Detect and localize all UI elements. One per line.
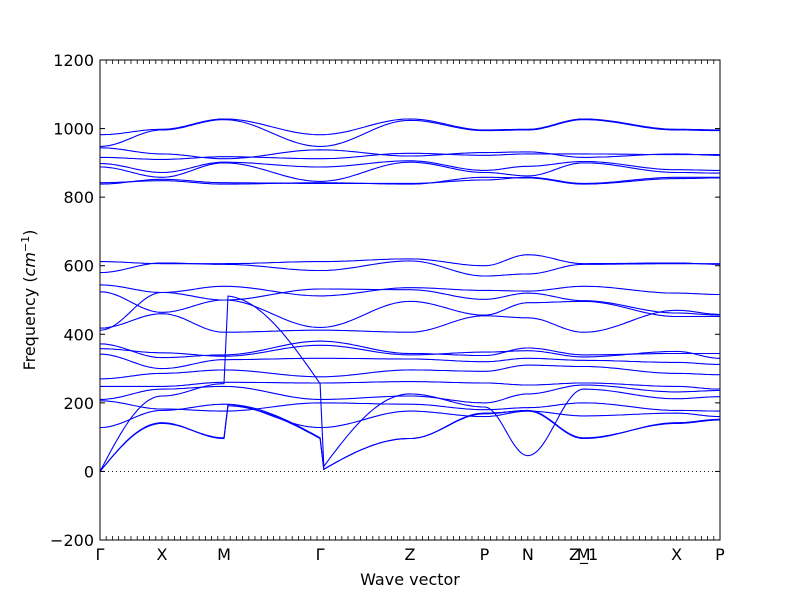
band-line [99, 295, 720, 472]
band-line [99, 288, 720, 316]
plot-frame [99, 59, 721, 541]
y-tick-label: 600 [63, 257, 94, 276]
band-line [99, 291, 720, 331]
y-ticks: −200 0 200 400 600 800 1000 1200 [50, 51, 720, 550]
y-axis-label-open: ( [20, 276, 39, 287]
x-tick-label: X [671, 545, 682, 564]
band-line [100, 381, 720, 390]
band-line [100, 118, 720, 136]
band-line [100, 403, 720, 429]
y-tick-label: 1000 [53, 120, 94, 139]
band-line [99, 119, 720, 147]
x-tick-label: Z_1 [569, 545, 598, 565]
y-tick-label: 800 [63, 188, 94, 207]
y-axis-label-unit: cm [20, 252, 39, 276]
y-tick-label: 0 [84, 462, 94, 481]
x-tick-label: N [522, 545, 534, 564]
band-line [100, 353, 721, 370]
x-axis-label: Wave vector [360, 570, 460, 589]
band-lines [99, 118, 721, 472]
band-line [100, 176, 720, 185]
x-tick-label: P [480, 545, 490, 564]
band-line [99, 364, 720, 380]
band-line [100, 152, 720, 160]
y-tick-label: −200 [50, 531, 94, 550]
band-line [99, 260, 720, 277]
y-tick-label: 400 [63, 325, 94, 344]
band-line [100, 176, 720, 185]
y-axis-label: Frequency (cm−1) [19, 230, 39, 371]
band-line [100, 284, 720, 297]
y-axis-label-exponent: −1 [19, 236, 32, 252]
x-ticks: Γ X M Γ Z P N Z_1M X P [96, 60, 725, 565]
y-axis-label-close: ) [20, 230, 39, 236]
band-line [100, 400, 720, 412]
x-tick-label: X [157, 545, 168, 564]
x-tick-label: P [715, 545, 725, 564]
x-tick-label: M [217, 545, 231, 564]
band-line [100, 309, 720, 333]
band-line [100, 384, 720, 404]
x-tick-label: Γ [96, 545, 105, 564]
x-tick-label: Z [405, 545, 416, 564]
band-line [100, 161, 720, 182]
x-tick-label: Γ [316, 545, 325, 564]
band-line [99, 160, 720, 174]
band-line [99, 403, 720, 472]
y-tick-label: 1200 [53, 51, 94, 70]
y-axis-label-name: Frequency [20, 288, 39, 371]
band-line [100, 344, 720, 359]
y-tick-label: 200 [63, 394, 94, 413]
x-tick-label: M [577, 545, 591, 564]
